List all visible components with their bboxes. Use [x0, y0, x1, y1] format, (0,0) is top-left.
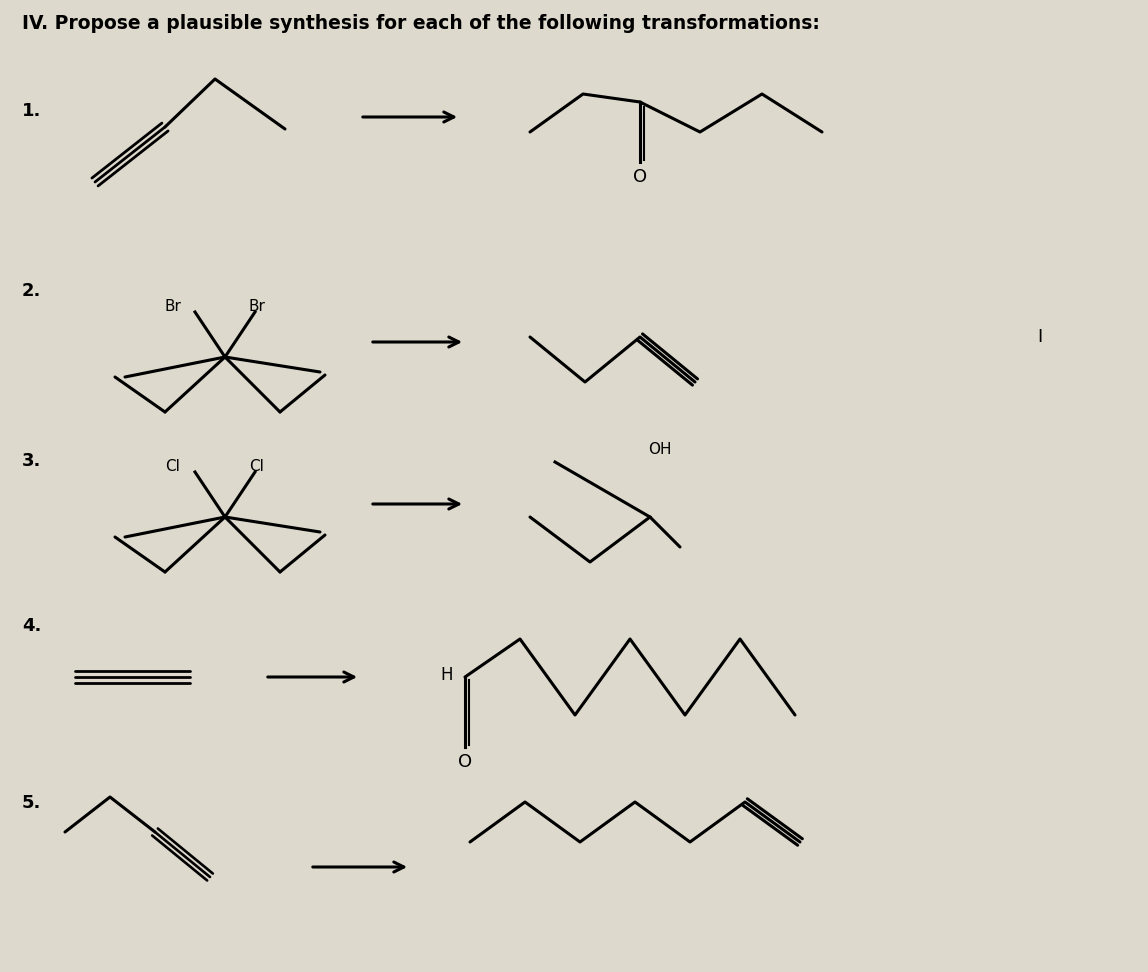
- Text: Br: Br: [164, 299, 181, 314]
- Text: 5.: 5.: [22, 794, 41, 812]
- Text: 2.: 2.: [22, 282, 41, 300]
- Text: IV. Propose a plausible synthesis for each of the following transformations:: IV. Propose a plausible synthesis for ea…: [22, 14, 820, 33]
- Text: Cl: Cl: [165, 459, 180, 474]
- Text: Cl: Cl: [249, 459, 264, 474]
- Text: H: H: [441, 666, 453, 684]
- Text: O: O: [458, 753, 472, 771]
- Text: I: I: [1038, 328, 1042, 346]
- Text: 4.: 4.: [22, 617, 41, 635]
- Text: Br: Br: [249, 299, 265, 314]
- Text: 3.: 3.: [22, 452, 41, 470]
- Text: O: O: [633, 168, 647, 186]
- Text: 1.: 1.: [22, 102, 41, 120]
- Text: OH: OH: [649, 442, 672, 457]
